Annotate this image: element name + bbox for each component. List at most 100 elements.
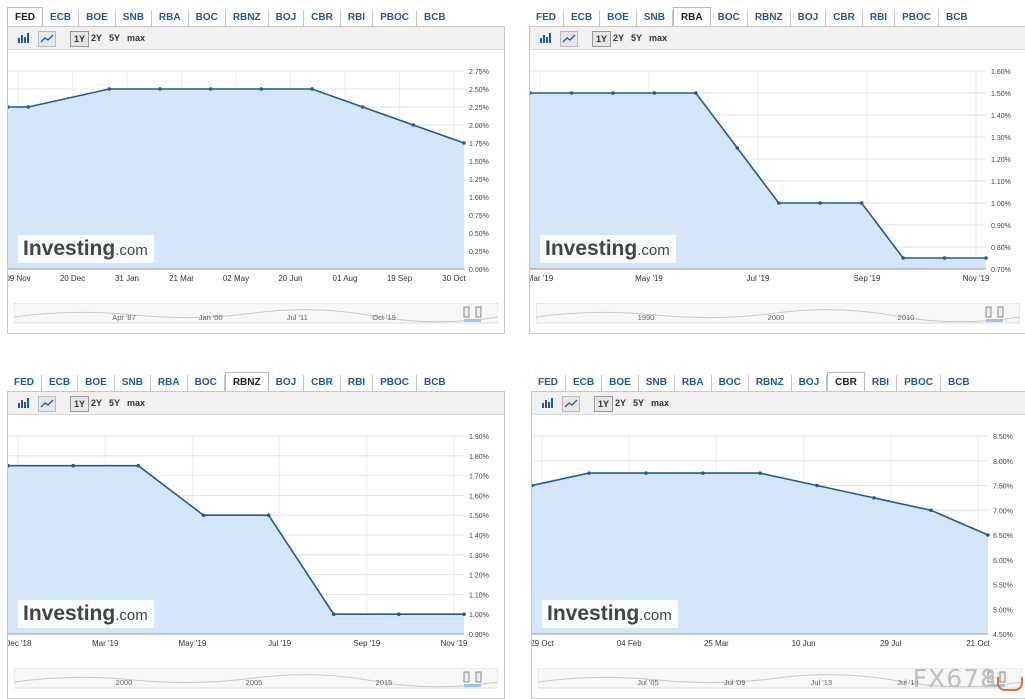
tab-bcb[interactable]: BCB [423, 377, 446, 388]
data-point[interactable] [266, 513, 271, 517]
data-point[interactable] [462, 141, 466, 145]
data-point[interactable] [644, 471, 648, 475]
data-point[interactable] [26, 105, 31, 109]
tab-rbnz[interactable]: RBNZ [748, 10, 791, 26]
tab-bcb[interactable]: BCB [945, 12, 968, 23]
data-point[interactable] [201, 513, 206, 517]
range-5y-button[interactable]: 5Y [631, 33, 643, 43]
line-chart-icon[interactable] [38, 396, 56, 412]
navigator-handle-left[interactable] [463, 306, 470, 318]
tab-pboc[interactable]: PBOC [897, 375, 941, 391]
tab-snb[interactable]: SNB [116, 10, 152, 26]
bar-chart-icon[interactable] [16, 396, 32, 410]
data-point[interactable] [532, 483, 534, 488]
data-point[interactable] [462, 612, 466, 616]
range-1y-button[interactable]: 1Y [70, 396, 90, 412]
tab-rbi[interactable]: RBI [341, 375, 374, 391]
tab-cbr[interactable]: CBR [827, 372, 865, 392]
tab-rba[interactable]: RBA [151, 375, 188, 391]
tab-rbi[interactable]: RBI [863, 10, 896, 26]
tab-boe[interactable]: BOE [602, 375, 639, 391]
data-point[interactable] [611, 91, 615, 95]
range-2y-button[interactable]: 2Y [91, 398, 103, 408]
bar-chart-icon[interactable] [16, 31, 32, 45]
bar-chart-icon[interactable] [538, 31, 554, 45]
tab-rbi[interactable]: RBI [341, 10, 374, 26]
data-point[interactable] [942, 256, 947, 260]
data-point[interactable] [411, 123, 416, 127]
tab-boj[interactable]: BOJ [269, 375, 305, 391]
tab-snb[interactable]: SNB [115, 375, 151, 391]
data-point[interactable] [758, 471, 762, 475]
data-point[interactable] [815, 483, 819, 488]
tab-fed[interactable]: FED [7, 375, 42, 391]
tab-ecb[interactable]: ECB [566, 375, 603, 391]
tab-bcb[interactable]: BCB [947, 377, 970, 388]
tab-ecb[interactable]: ECB [43, 10, 80, 26]
data-point[interactable] [929, 508, 933, 513]
navigator-handle-right[interactable] [997, 306, 1004, 318]
tab-snb[interactable]: SNB [637, 10, 673, 26]
range-5y-button[interactable]: 5Y [109, 33, 121, 43]
tab-fed[interactable]: FED [7, 7, 43, 27]
range-navigator[interactable]: 1990 2000 2010 [535, 302, 1021, 325]
data-point[interactable] [652, 91, 657, 95]
bar-chart-icon[interactable] [540, 396, 556, 410]
data-point[interactable] [872, 496, 876, 500]
tab-boc[interactable]: BOC [712, 375, 749, 391]
tab-boj[interactable]: BOJ [269, 10, 305, 26]
data-point[interactable] [569, 91, 574, 95]
range-1y-button[interactable]: 1Y [594, 396, 614, 412]
tab-boj[interactable]: BOJ [792, 375, 828, 391]
range-5y-button[interactable]: 5Y [633, 398, 645, 408]
range-navigator[interactable]: 2000 2005 2015 [13, 667, 499, 690]
data-point[interactable] [136, 463, 141, 468]
tab-snb[interactable]: SNB [639, 375, 675, 391]
data-point[interactable] [158, 87, 162, 91]
tab-boj[interactable]: BOJ [791, 10, 827, 26]
range-navigator[interactable]: Apr '87 Jan '00 Jul '11 Oct '19 [13, 302, 499, 325]
data-point[interactable] [8, 105, 10, 109]
navigator-handle-left[interactable] [987, 671, 994, 683]
tab-fed[interactable]: FED [531, 375, 566, 391]
data-point[interactable] [859, 201, 864, 205]
range-5y-button[interactable]: 5Y [109, 398, 121, 408]
range-2y-button[interactable]: 2Y [91, 33, 103, 43]
data-point[interactable] [397, 612, 401, 616]
data-point[interactable] [701, 471, 705, 475]
tab-boe[interactable]: BOE [600, 10, 637, 26]
range-max-button[interactable]: max [649, 33, 668, 43]
tab-rbi[interactable]: RBI [865, 375, 898, 391]
tab-ecb[interactable]: ECB [42, 375, 79, 391]
data-point[interactable] [71, 463, 75, 468]
tab-rba[interactable]: RBA [672, 7, 711, 27]
tab-rba[interactable]: RBA [152, 10, 189, 26]
data-point[interactable] [587, 471, 591, 475]
tab-pboc[interactable]: PBOC [373, 375, 417, 391]
tab-bcb[interactable]: BCB [423, 12, 446, 23]
data-point[interactable] [331, 612, 336, 616]
range-max-button[interactable]: max [127, 398, 146, 408]
data-point[interactable] [986, 533, 990, 537]
tab-boc[interactable]: BOC [711, 10, 748, 26]
data-point[interactable] [694, 91, 698, 95]
tab-cbr[interactable]: CBR [304, 10, 341, 26]
range-2y-button[interactable]: 2Y [613, 33, 625, 43]
data-point[interactable] [818, 201, 822, 205]
line-chart-icon[interactable] [560, 31, 578, 47]
range-1y-button[interactable]: 1Y [592, 31, 612, 47]
navigator-handle-right[interactable] [475, 671, 482, 683]
tab-ecb[interactable]: ECB [564, 10, 601, 26]
data-point[interactable] [735, 146, 740, 150]
navigator-handle-left[interactable] [985, 306, 992, 318]
navigator-handle-right[interactable] [475, 306, 482, 318]
data-point[interactable] [259, 87, 264, 91]
tab-rbnz[interactable]: RBNZ [749, 375, 792, 391]
data-point[interactable] [901, 256, 905, 260]
data-point[interactable] [208, 87, 213, 91]
tab-rbnz[interactable]: RBNZ [224, 372, 269, 392]
navigator-handle-left[interactable] [463, 671, 470, 683]
data-point[interactable] [310, 87, 314, 91]
range-1y-button[interactable]: 1Y [70, 31, 90, 47]
tab-pboc[interactable]: PBOC [373, 10, 417, 26]
